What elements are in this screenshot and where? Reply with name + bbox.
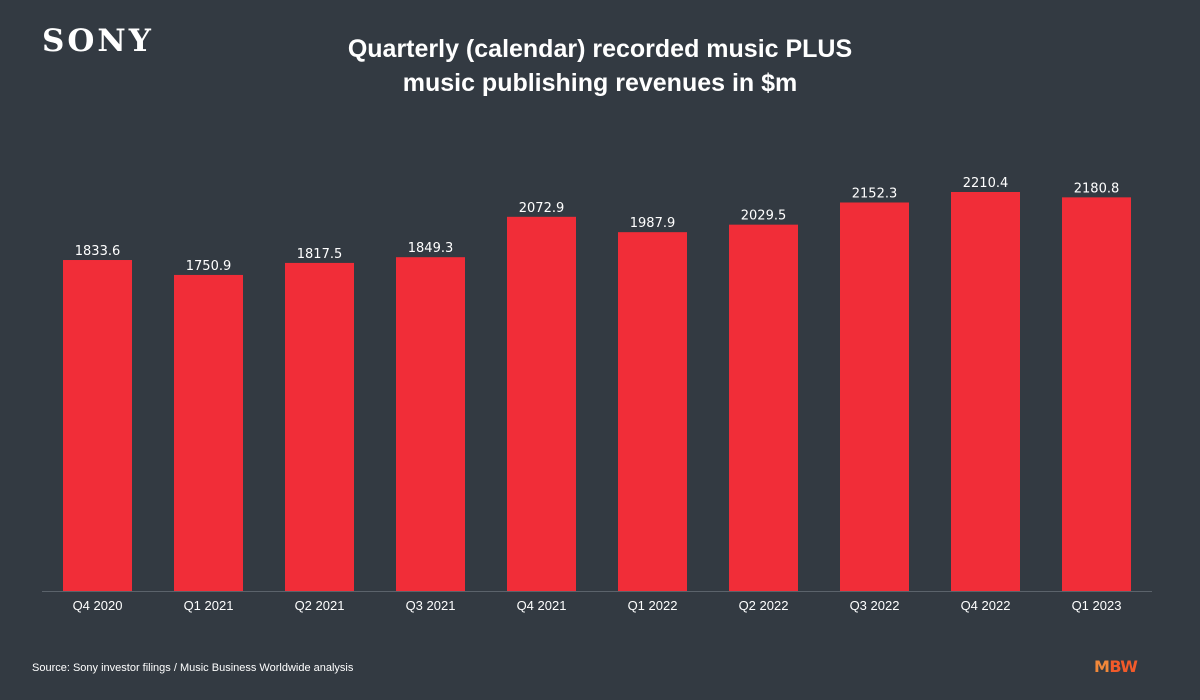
bar <box>1062 197 1131 591</box>
x-tick-label: Q3 2021 <box>406 598 456 613</box>
data-label: 2152.3 <box>852 186 898 201</box>
chart-title-line-1: Quarterly (calendar) recorded music PLUS <box>347 35 853 63</box>
data-label: 2180.8 <box>1074 181 1120 196</box>
data-label: 2210.4 <box>963 176 1009 191</box>
data-label: 1849.3 <box>408 241 454 256</box>
x-tick-label: Q4 2021 <box>517 598 567 613</box>
x-tick-label: Q1 2022 <box>628 598 678 613</box>
bar <box>618 232 687 591</box>
sony-logo: SONY <box>42 23 154 59</box>
data-label: 1750.9 <box>186 259 232 274</box>
bar <box>285 262 354 591</box>
source-note: Source: Sony investor filings / Music Bu… <box>32 662 354 674</box>
x-tick-label: Q2 2022 <box>739 598 789 613</box>
bar <box>840 202 909 591</box>
data-label: 1817.5 <box>297 247 343 262</box>
bar <box>507 216 576 591</box>
x-tick-label: Q1 2021 <box>184 598 234 613</box>
bar <box>951 192 1020 591</box>
data-label: 2072.9 <box>519 201 565 216</box>
x-tick-label: Q4 2022 <box>961 598 1011 613</box>
mbw-logo-m: M <box>1094 657 1110 676</box>
data-label: 1833.6 <box>75 244 121 259</box>
x-tick-label: Q2 2021 <box>295 598 345 613</box>
bar <box>174 274 243 591</box>
data-label: 1987.9 <box>630 216 676 231</box>
x-tick-label: Q3 2022 <box>850 598 900 613</box>
data-label: 2029.5 <box>741 209 787 224</box>
chart-title: Quarterly (calendar) recorded music PLUS… <box>200 32 1000 100</box>
bar <box>396 257 465 591</box>
bar <box>729 224 798 592</box>
mbw-logo: MBW <box>1094 657 1138 676</box>
bar <box>63 260 132 591</box>
chart-title-line-2: music publishing revenues in $m <box>402 69 798 97</box>
mbw-logo-bw: BW <box>1109 657 1138 676</box>
x-tick-label: Q4 2020 <box>73 598 123 613</box>
x-tick-label: Q1 2023 <box>1072 598 1122 613</box>
